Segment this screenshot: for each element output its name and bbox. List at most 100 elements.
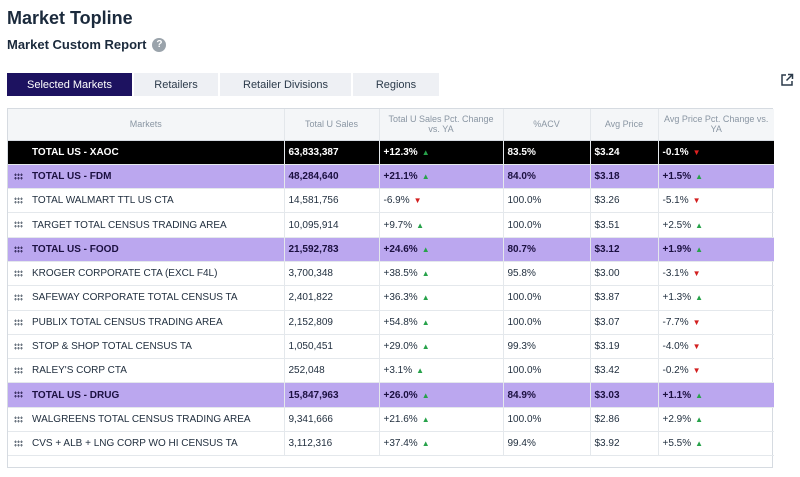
- drag-handle-icon[interactable]: [14, 245, 23, 253]
- table-row[interactable]: KROGER CORPORATE CTA (EXCL F4L) 3,700,348…: [8, 261, 774, 287]
- price-pct-change-cell: -0.2% ▼: [657, 358, 774, 384]
- arrow-up-icon: ▲: [421, 414, 430, 424]
- total-u-sales-cell: 21,592,783: [283, 237, 379, 262]
- tab-regions[interactable]: Regions: [353, 73, 439, 96]
- total-u-sales-cell: 48,284,640: [283, 164, 379, 190]
- total-u-sales-cell: 2,152,809: [283, 310, 379, 335]
- market-cell: KROGER CORPORATE CTA (EXCL F4L): [8, 261, 284, 287]
- avg-price-cell: $3.92: [589, 431, 658, 457]
- avg-price-cell: $3.19: [589, 334, 658, 360]
- table-row[interactable]: TARGET TOTAL CENSUS TRADING AREA 10,095,9…: [8, 212, 774, 238]
- col-avg-price[interactable]: Avg Price: [589, 109, 658, 141]
- acv-cell: 100.0%: [502, 407, 590, 433]
- market-name: RALEY'S CORP CTA: [32, 365, 127, 377]
- table-row[interactable]: TOTAL US - XAOC 63,833,387 +12.3% ▲ 83.5% $3.…: [8, 140, 774, 165]
- table-row[interactable]: TOTAL US - FDM 48,284,640 +21.1% ▲ 84.0% $3.1…: [8, 164, 774, 190]
- price-pct-change-cell: -4.0% ▼: [657, 334, 774, 360]
- drag-handle-icon[interactable]: [14, 269, 23, 277]
- drag-handle-icon[interactable]: [14, 318, 23, 326]
- sales-pct-change-cell: +12.3% ▲: [378, 140, 503, 165]
- price-pct-value: -3.1%: [662, 268, 689, 280]
- acv-cell: 100.0%: [502, 358, 590, 384]
- sales-pct-change-cell: +38.5% ▲: [378, 261, 503, 287]
- acv-cell: 84.9%: [502, 382, 590, 408]
- col-sales-pct-change[interactable]: Total U Sales Pct. Change vs. YA: [378, 109, 503, 141]
- price-pct-value: +5.5%: [662, 438, 692, 450]
- price-pct-value: +1.3%: [662, 292, 692, 304]
- avg-price-cell: $3.12: [589, 237, 658, 262]
- table-row[interactable]: CVS + ALB + LNG CORP WO HI CENSUS TA 3,11…: [8, 431, 774, 457]
- table-row[interactable]: SAFEWAY CORPORATE TOTAL CENSUS TA 2,401,8…: [8, 285, 774, 311]
- tab-selected-markets[interactable]: Selected Markets: [7, 73, 132, 96]
- avg-price-cell: $3.87: [589, 285, 658, 311]
- avg-price-cell: $3.42: [589, 358, 658, 384]
- arrow-down-icon: ▼: [692, 317, 701, 327]
- total-u-sales-cell: 14,581,756: [283, 188, 379, 214]
- drag-handle-icon[interactable]: [14, 415, 23, 423]
- price-pct-change-cell: +5.5% ▲: [657, 431, 774, 457]
- total-u-sales-cell: 63,833,387: [283, 140, 379, 165]
- help-icon[interactable]: ?: [152, 37, 167, 52]
- sales-pct-change-cell: +24.6% ▲: [378, 237, 503, 262]
- arrow-up-icon: ▲: [421, 147, 430, 157]
- avg-price-cell: $3.07: [589, 310, 658, 335]
- drag-handle-icon[interactable]: [14, 391, 23, 399]
- arrow-down-icon: ▼: [692, 196, 701, 206]
- market-cell: TARGET TOTAL CENSUS TRADING AREA: [8, 212, 284, 238]
- col-markets[interactable]: Markets: [8, 109, 284, 141]
- sales-pct-value: +21.1%: [383, 170, 418, 182]
- avg-price-cell: $3.03: [589, 382, 658, 408]
- market-name: TOTAL US - DRUG: [32, 389, 120, 401]
- arrow-up-icon: ▲: [421, 244, 430, 254]
- sales-pct-change-cell: +3.1% ▲: [378, 358, 503, 384]
- market-cell: TOTAL US - DRUG: [8, 382, 284, 408]
- acv-cell: 100.0%: [502, 212, 590, 238]
- price-pct-value: +1.1%: [662, 389, 692, 401]
- drag-handle-icon[interactable]: [14, 440, 23, 448]
- total-u-sales-cell: 9,341,666: [283, 407, 379, 433]
- col-price-pct-change[interactable]: Avg Price Pct. Change vs. YA: [657, 109, 774, 141]
- table-row[interactable]: TOTAL WALMART TTL US CTA 14,581,756 -6.9% ▼…: [8, 188, 774, 214]
- avg-price-cell: $3.18: [589, 164, 658, 190]
- table-row[interactable]: TOTAL US - DRUG 15,847,963 +26.0% ▲ 84.9% $3.…: [8, 382, 774, 408]
- drag-handle-icon[interactable]: [14, 294, 23, 302]
- market-name: KROGER CORPORATE CTA (EXCL F4L): [32, 268, 218, 280]
- drag-handle-icon[interactable]: [14, 197, 23, 205]
- tab-retailer-divisions[interactable]: Retailer Divisions: [220, 73, 351, 96]
- price-pct-change-cell: +2.9% ▲: [657, 407, 774, 433]
- arrow-up-icon: ▲: [421, 390, 430, 400]
- drag-handle-icon[interactable]: [14, 342, 23, 350]
- price-pct-change-cell: +1.1% ▲: [657, 382, 774, 408]
- market-name: TOTAL US - FDM: [32, 170, 112, 182]
- avg-price-cell: $3.26: [589, 188, 658, 214]
- table-row[interactable]: TOTAL US - FOOD 21,592,783 +24.6% ▲ 80.7% $3.…: [8, 237, 774, 262]
- table-row[interactable]: STOP & SHOP TOTAL CENSUS TA 1,050,451 +29.…: [8, 334, 774, 360]
- col-total-u-sales[interactable]: Total U Sales: [283, 109, 379, 141]
- table-row[interactable]: PUBLIX TOTAL CENSUS TRADING AREA 2,152,80…: [8, 310, 774, 335]
- drag-handle-icon[interactable]: [14, 221, 23, 229]
- arrow-down-icon: ▼: [692, 366, 701, 376]
- total-u-sales-cell: 3,700,348: [283, 261, 379, 287]
- market-name: TOTAL US - XAOC: [32, 146, 119, 158]
- sales-pct-value: +38.5%: [383, 268, 418, 280]
- price-pct-value: -4.0%: [662, 341, 689, 353]
- arrow-down-icon: ▼: [692, 147, 701, 157]
- tab-retailers[interactable]: Retailers: [134, 73, 218, 96]
- market-cell: PUBLIX TOTAL CENSUS TRADING AREA: [8, 310, 284, 335]
- total-u-sales-cell: 252,048: [283, 358, 379, 384]
- sales-pct-value: +9.7%: [383, 219, 413, 231]
- drag-handle-icon[interactable]: [14, 172, 23, 180]
- drag-handle-icon[interactable]: [14, 367, 23, 375]
- col-acv[interactable]: %ACV: [502, 109, 590, 141]
- arrow-up-icon: ▲: [421, 293, 430, 303]
- acv-cell: 100.0%: [502, 285, 590, 311]
- arrow-down-icon: ▼: [692, 342, 701, 352]
- table-row[interactable]: WALGREENS TOTAL CENSUS TRADING AREA 9,341…: [8, 407, 774, 433]
- total-u-sales-cell: 15,847,963: [283, 382, 379, 408]
- table-row[interactable]: RALEY'S CORP CTA 252,048 +3.1% ▲ 100.0% $3.42…: [8, 358, 774, 384]
- arrow-up-icon: ▲: [421, 171, 430, 181]
- external-link-icon[interactable]: [780, 73, 794, 87]
- report-subtitle: Market Custom Report ?: [7, 37, 167, 52]
- avg-price-cell: $3.24: [589, 140, 658, 165]
- market-name: SAFEWAY CORPORATE TOTAL CENSUS TA: [32, 292, 238, 304]
